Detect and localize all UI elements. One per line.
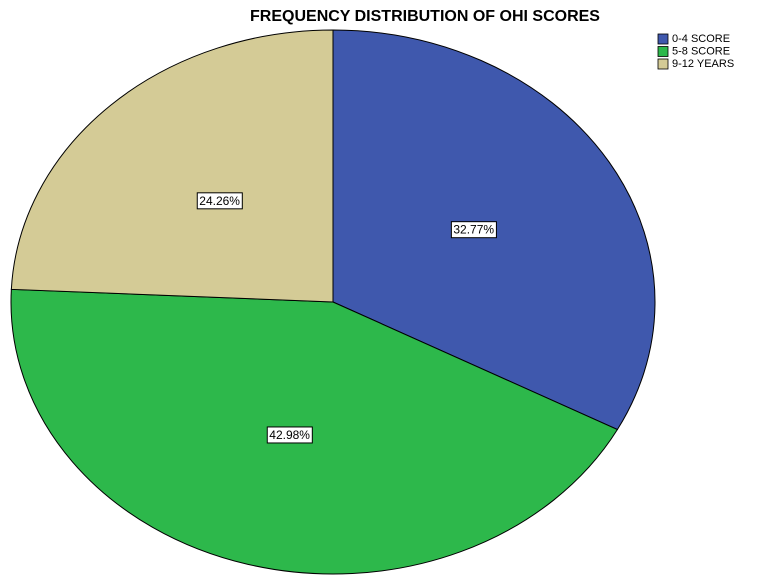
legend-swatch <box>657 58 669 70</box>
pie-slice <box>10 288 619 575</box>
data-label-box <box>450 221 497 239</box>
chart-title: FREQUENCY DISTRIBUTION OF OHI SCORES <box>250 8 600 25</box>
pie-slice <box>10 29 334 303</box>
legend-swatch <box>657 33 669 45</box>
data-label-group: 42.98% <box>266 426 313 444</box>
data-label: 32.77% <box>453 223 494 237</box>
data-label-group: 32.77% <box>450 221 497 239</box>
data-label: 42.98% <box>269 428 310 442</box>
data-label-box <box>266 426 313 444</box>
legend-swatch <box>657 46 669 57</box>
legend-label: 5-8 SCORE <box>672 45 730 57</box>
data-label-box <box>196 192 243 210</box>
legend-label: 0-4 SCORE <box>672 33 730 45</box>
data-label: 24.26% <box>199 194 240 208</box>
data-label-group: 24.26% <box>196 192 243 210</box>
legend-label: 9-12 YEARS <box>672 58 734 70</box>
